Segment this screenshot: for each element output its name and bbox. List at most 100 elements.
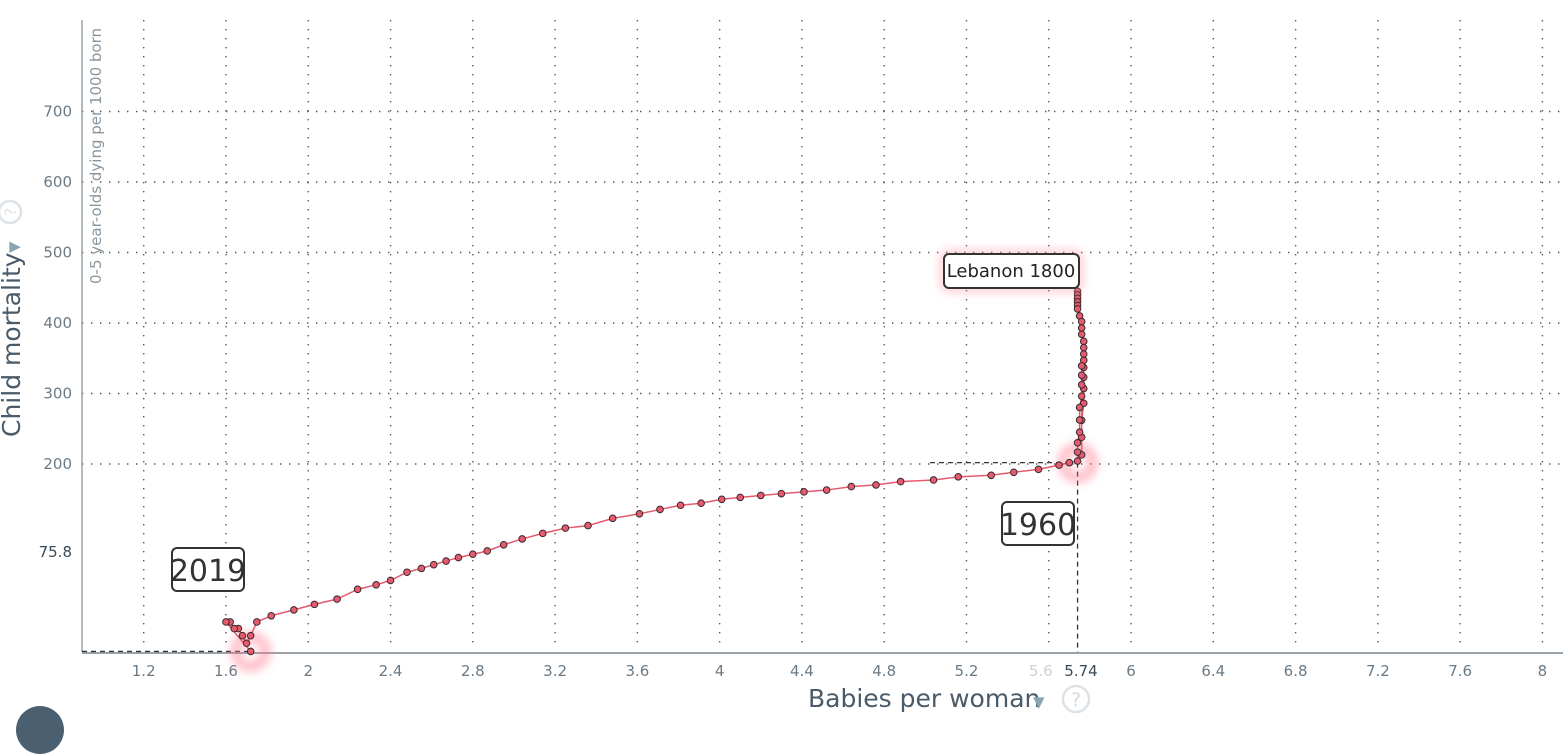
x-tick-label: 3.6	[625, 662, 649, 680]
data-point[interactable]	[1009, 468, 1018, 477]
data-point[interactable]	[1073, 438, 1082, 447]
data-point[interactable]	[1079, 337, 1088, 346]
data-point[interactable]	[1077, 392, 1086, 400]
data-point[interactable]	[372, 580, 380, 589]
data-point[interactable]	[1055, 461, 1063, 469]
x-axis-title[interactable]: Babies per woman	[808, 684, 1040, 713]
highlight-glows	[231, 443, 1098, 671]
data-point[interactable]	[253, 618, 261, 626]
x-tick-label: 6.4	[1201, 662, 1225, 680]
data-point[interactable]	[1077, 371, 1086, 379]
data-point[interactable]	[717, 495, 726, 504]
data-point[interactable]	[469, 550, 477, 559]
y-tick-label: 600	[43, 173, 72, 191]
data-point[interactable]	[483, 547, 492, 555]
year-label-1960: 1960	[1000, 501, 1076, 546]
data-point[interactable]	[608, 514, 617, 523]
x-tick-label: 1.6	[214, 662, 238, 680]
y-tick-label: 500	[43, 244, 72, 262]
data-point[interactable]	[1077, 330, 1086, 339]
data-point[interactable]	[777, 489, 786, 498]
data-point[interactable]	[230, 624, 239, 633]
data-point[interactable]	[1077, 317, 1086, 326]
series-line	[224, 291, 1085, 652]
y-axis-help-icon[interactable]: ?	[0, 199, 23, 225]
data-point[interactable]	[518, 535, 526, 543]
data-point[interactable]	[222, 618, 230, 626]
data-point[interactable]	[1077, 381, 1086, 389]
data-point[interactable]	[1065, 458, 1074, 467]
data-point[interactable]	[403, 568, 411, 577]
data-point[interactable]	[561, 524, 570, 532]
data-point[interactable]	[847, 482, 856, 491]
data-point[interactable]	[242, 639, 251, 648]
data-point[interactable]	[676, 501, 685, 510]
data-point[interactable]	[1073, 305, 1082, 313]
data-point[interactable]	[1075, 403, 1084, 412]
data-point[interactable]	[1077, 362, 1086, 370]
data-point[interactable]	[756, 491, 765, 500]
data-point[interactable]	[1075, 416, 1084, 424]
data-point[interactable]	[246, 631, 255, 640]
data-point[interactable]	[1079, 350, 1088, 358]
x-axis-help-icon[interactable]: ?	[1061, 684, 1091, 714]
chart-area: 1.2 1.6 2 2.4 2.8 3.2 3.6 4 4.4 4.8 5.2 5.6 6 6.4 6.8 7…	[0, 20, 1563, 754]
data-point[interactable]	[736, 493, 745, 502]
x-tick-label: 5.2	[955, 662, 979, 680]
x-tick-label: 7.2	[1366, 662, 1390, 680]
data-point[interactable]	[584, 521, 592, 530]
data-point[interactable]	[538, 529, 547, 538]
data-point[interactable]	[442, 557, 450, 565]
data-point[interactable]	[290, 606, 298, 614]
x-tick-label: 2.8	[461, 662, 485, 680]
y-axis-dropdown-icon[interactable]: ▼	[5, 241, 23, 253]
data-point[interactable]	[417, 564, 426, 573]
y-axis-title[interactable]: Child mortality	[0, 252, 26, 437]
data-point[interactable]	[635, 509, 644, 518]
data-point[interactable]	[929, 476, 938, 484]
data-point[interactable]	[1073, 457, 1082, 465]
x-tick-label: 2.4	[379, 662, 403, 680]
data-point[interactable]	[1079, 343, 1088, 352]
data-point[interactable]	[386, 576, 395, 585]
data-point[interactable]	[697, 499, 705, 508]
x-highlight-tick: 5.74	[1064, 662, 1097, 680]
data-point[interactable]	[896, 477, 905, 486]
data-point[interactable]	[1075, 428, 1084, 437]
bubble-chart: 1.2 1.6 2 2.4 2.8 3.2 3.6 4 4.4 4.8 5.2 5.6 6 6.4 6.8 7…	[0, 20, 1563, 714]
x-tick-label: 5.6	[1029, 662, 1053, 680]
country-label[interactable]: Lebanon 1800	[940, 250, 1083, 292]
x-tick-label: 7.6	[1448, 662, 1472, 680]
y-axis-sublabel: 0-5 year-olds dying per 1000 born	[87, 28, 105, 284]
data-point[interactable]	[333, 595, 341, 603]
y-tick-label: 400	[43, 314, 72, 332]
data-point[interactable]	[954, 473, 963, 481]
data-point[interactable]	[1073, 448, 1082, 456]
trail-series	[222, 287, 1088, 656]
svg-text:?: ?	[1, 208, 20, 217]
data-point[interactable]	[310, 600, 319, 609]
x-axis-dropdown-icon[interactable]: ▼	[1033, 693, 1045, 711]
data-point[interactable]	[800, 488, 808, 496]
y-highlight-tick: 75.8	[39, 543, 72, 561]
data-point[interactable]	[267, 611, 276, 620]
country-label-text: Lebanon 1800	[947, 261, 1076, 282]
data-point[interactable]	[1077, 324, 1086, 332]
data-point[interactable]	[246, 647, 255, 656]
data-point[interactable]	[429, 560, 438, 569]
data-point[interactable]	[822, 486, 831, 494]
data-point[interactable]	[872, 481, 880, 489]
y-tick-label: 700	[43, 103, 72, 121]
data-point[interactable]	[656, 505, 664, 514]
data-point[interactable]	[499, 540, 508, 549]
year-label-2019-text: 2019	[170, 554, 246, 589]
data-point[interactable]	[1034, 465, 1043, 474]
data-point[interactable]	[353, 585, 362, 594]
data-point[interactable]	[987, 471, 995, 480]
avatar[interactable]	[16, 706, 64, 754]
data-point[interactable]	[238, 631, 247, 640]
y-tick-label: 300	[43, 385, 72, 403]
x-tick-label: 4.8	[872, 662, 896, 680]
svg-text:?: ?	[1071, 689, 1081, 711]
data-point[interactable]	[454, 553, 463, 562]
